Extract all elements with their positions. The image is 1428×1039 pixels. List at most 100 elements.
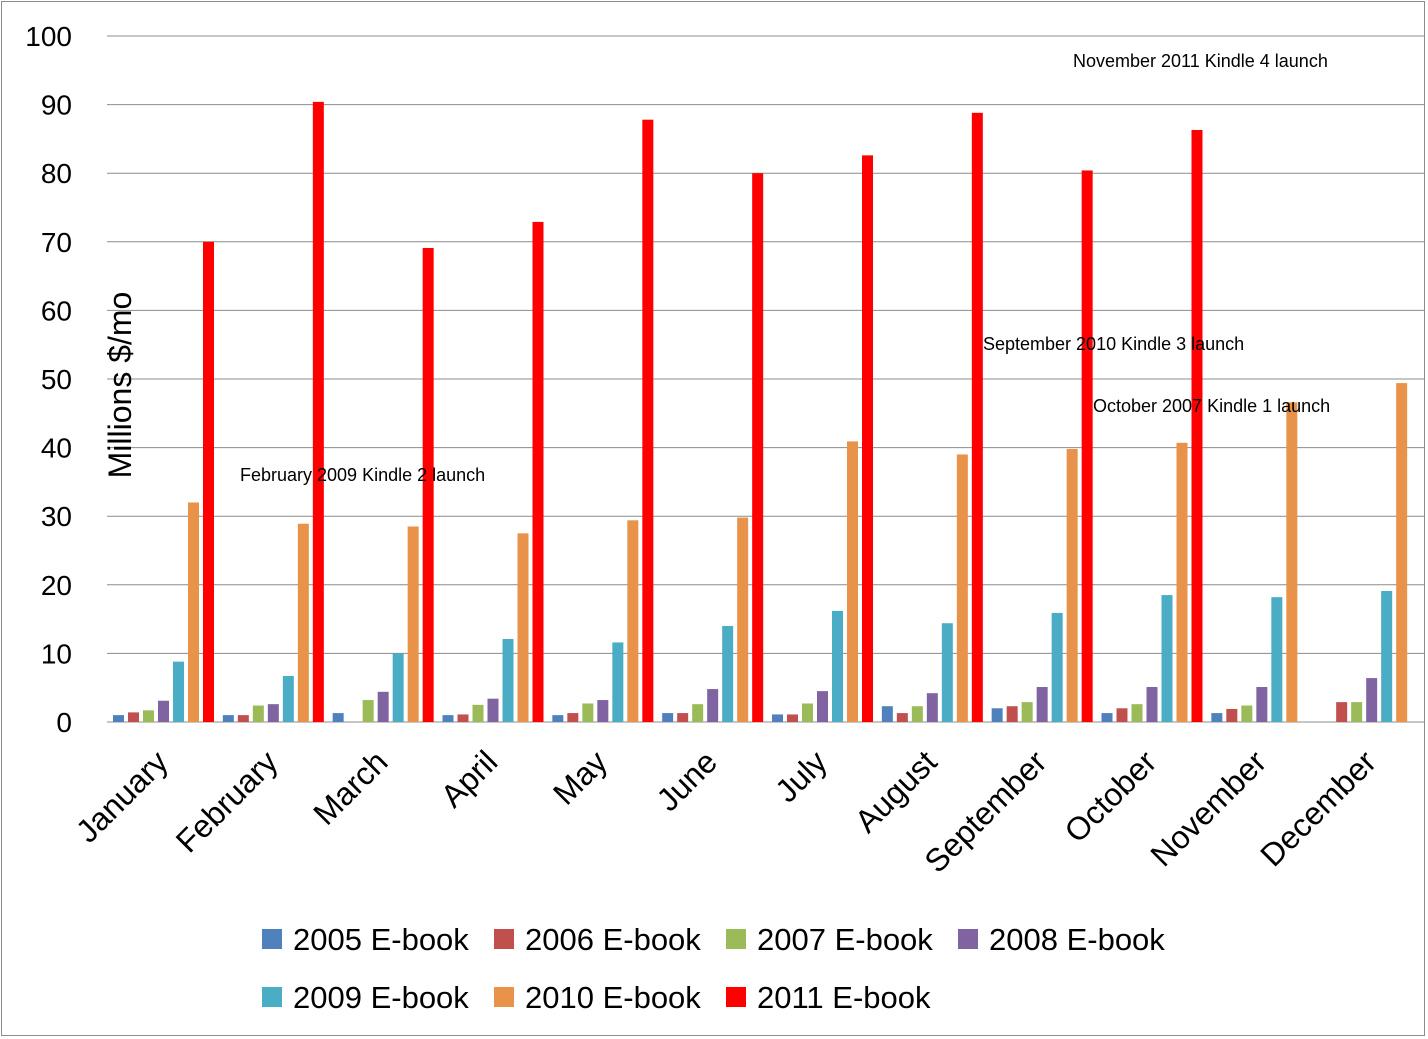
bar bbox=[612, 642, 624, 722]
bar bbox=[1006, 706, 1018, 722]
x-tick-label: August bbox=[848, 743, 944, 839]
bar bbox=[312, 101, 324, 722]
bar bbox=[926, 693, 938, 722]
bar bbox=[457, 714, 469, 722]
x-tick-label: December bbox=[1253, 743, 1383, 873]
annotations: November 2011 Kindle 4 launch September … bbox=[240, 51, 1330, 485]
bar bbox=[582, 703, 594, 722]
bar bbox=[532, 221, 544, 722]
bar bbox=[692, 704, 704, 722]
bar bbox=[143, 710, 154, 722]
bar bbox=[802, 703, 813, 722]
legend-swatch bbox=[726, 929, 746, 949]
bar bbox=[188, 502, 199, 722]
bar bbox=[392, 653, 404, 722]
bar bbox=[1131, 704, 1143, 722]
y-tick-label: 10 bbox=[41, 638, 72, 669]
bar bbox=[173, 661, 184, 722]
bar bbox=[222, 715, 234, 722]
legend: 2005 E-book 2006 E-book 2007 E-book 2008 E-… bbox=[262, 922, 1165, 1015]
bar bbox=[722, 625, 734, 722]
bar bbox=[737, 517, 749, 722]
annotation-kindle1: October 2007 Kindle 1 launch bbox=[1093, 396, 1330, 416]
bar bbox=[1116, 708, 1128, 722]
bar bbox=[332, 713, 344, 722]
x-tick-label: October bbox=[1057, 743, 1163, 849]
bar bbox=[282, 676, 294, 722]
bar bbox=[203, 241, 214, 723]
annotation-kindle4: November 2011 Kindle 4 launch bbox=[1073, 51, 1328, 71]
bar bbox=[847, 441, 858, 722]
bar bbox=[1226, 708, 1238, 722]
bar bbox=[517, 533, 529, 722]
bar bbox=[1101, 713, 1113, 722]
y-tick-label: 60 bbox=[41, 295, 72, 326]
x-tick-label: July bbox=[768, 743, 834, 809]
bar bbox=[487, 698, 499, 722]
bar bbox=[502, 638, 514, 722]
bar bbox=[297, 523, 309, 722]
y-tick-label: 90 bbox=[41, 90, 72, 121]
y-tick-label: 0 bbox=[56, 707, 72, 738]
bar bbox=[1191, 129, 1203, 722]
bar bbox=[627, 520, 639, 722]
bar bbox=[552, 715, 564, 722]
legend-label: 2011 E-book bbox=[757, 980, 931, 1015]
bar bbox=[407, 526, 419, 722]
legend-label: 2005 E-book bbox=[293, 922, 469, 957]
bar bbox=[707, 689, 719, 722]
bar bbox=[1081, 170, 1093, 722]
bar bbox=[128, 712, 139, 722]
bar bbox=[1336, 702, 1348, 722]
legend-label: 2006 E-book bbox=[525, 922, 701, 957]
bar bbox=[832, 610, 843, 722]
bar bbox=[991, 708, 1003, 722]
bar bbox=[1066, 448, 1078, 722]
legend-label: 2007 E-book bbox=[757, 922, 933, 957]
y-axis-label: Millions $/mo bbox=[102, 292, 138, 479]
bar bbox=[472, 704, 484, 722]
bar bbox=[787, 714, 798, 722]
bar bbox=[772, 714, 783, 722]
bar bbox=[362, 700, 374, 722]
bar bbox=[1146, 687, 1158, 722]
bar bbox=[1051, 612, 1063, 722]
bar bbox=[896, 713, 908, 722]
bar bbox=[267, 704, 279, 722]
bar bbox=[862, 155, 873, 722]
bar bbox=[956, 454, 968, 722]
bar bbox=[567, 713, 579, 722]
bar bbox=[1021, 702, 1033, 722]
bar bbox=[1211, 713, 1223, 722]
y-tick-label: 100 bbox=[25, 21, 72, 52]
bar bbox=[422, 247, 434, 722]
bar bbox=[377, 691, 389, 722]
bar bbox=[971, 112, 983, 722]
bar bbox=[1396, 383, 1408, 722]
bar bbox=[642, 119, 654, 722]
bar bbox=[911, 706, 923, 722]
legend-label: 2010 E-book bbox=[525, 980, 701, 1015]
legend-label: 2008 E-book bbox=[989, 922, 1165, 957]
legend-swatch bbox=[262, 987, 282, 1007]
bar bbox=[1241, 705, 1253, 722]
bar bbox=[1286, 402, 1298, 722]
legend-swatch bbox=[262, 929, 282, 949]
bar bbox=[817, 691, 828, 722]
legend-swatch bbox=[958, 929, 978, 949]
annotation-kindle2: February 2009 Kindle 2 launch bbox=[240, 465, 485, 485]
x-tick-label: May bbox=[546, 743, 614, 811]
bar bbox=[752, 173, 764, 722]
bars bbox=[113, 101, 1408, 723]
bar bbox=[113, 715, 124, 722]
bar bbox=[941, 623, 953, 722]
y-tick-label: 30 bbox=[41, 501, 72, 532]
bar bbox=[1036, 687, 1048, 722]
y-tick-label: 40 bbox=[41, 433, 72, 464]
bar bbox=[662, 713, 674, 722]
bar bbox=[1351, 702, 1363, 722]
x-tick-label: November bbox=[1143, 743, 1273, 873]
bar bbox=[1381, 590, 1393, 722]
y-axis-ticks: 0 10 20 30 40 50 60 70 80 90 100 bbox=[25, 21, 72, 738]
y-tick-label: 80 bbox=[41, 158, 72, 189]
